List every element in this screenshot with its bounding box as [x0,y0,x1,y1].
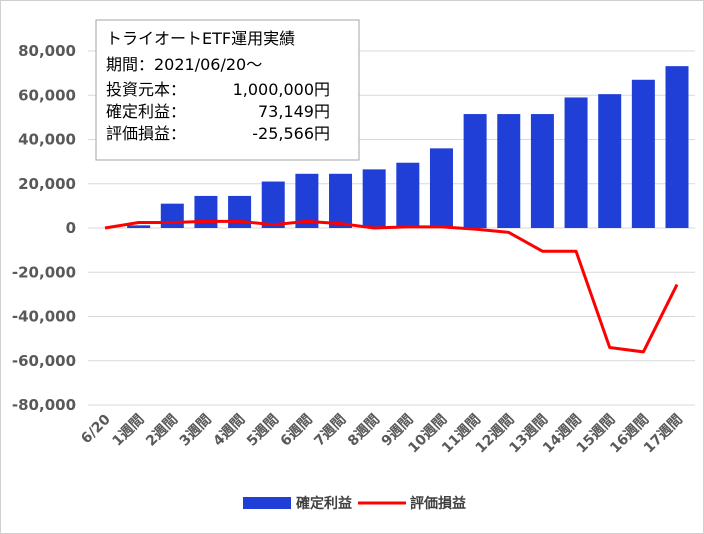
info-principal-label: 投資元本： [106,80,186,99]
info-profit-value: 73,149円 [258,102,330,121]
bar-10週間 [429,148,453,228]
info-period: 期間：2021/06/20～ [106,55,262,74]
bar-6週間 [295,173,319,228]
info-profit-label: 確定利益： [106,102,186,121]
line-unrealized-pnl [104,219,679,354]
bar-5週間 [261,181,285,228]
y-tick-label: -20,000 [12,263,76,281]
bar-8週間 [362,169,386,228]
legend: 確定利益 評価損益 [243,495,466,512]
y-axis-tick-labels: 80,000 60,000 40,000 20,000 0 -20,000 -40,000 -… [12,42,76,414]
bar-16週間 [631,79,655,228]
legend-label-unrealized-pnl: 評価損益 [410,495,466,512]
bar-3週間 [194,195,218,228]
y-tick-label: 60,000 [18,86,76,104]
y-tick-label: 0 [66,219,76,237]
x-tick-label: 2週間 [143,412,181,450]
bar-9週間 [396,162,420,228]
legend-label-confirmed-profit: 確定利益 [296,495,352,512]
y-tick-label: -40,000 [12,308,76,326]
line-series-unrealized-pnl [104,219,679,354]
x-tick-label: 6/20 [78,411,114,447]
info-box: トライオートETF運用実績 期間：2021/06/20～ 投資元本： 1,000… [95,19,360,161]
x-tick-label: 17週間 [641,412,686,457]
x-tick-label: 7週間 [311,412,349,450]
bar-7週間 [329,173,353,228]
info-unrealized-value: -25,566円 [252,124,330,143]
bar-13週間 [530,114,554,228]
y-tick-label: -80,000 [12,396,76,414]
y-tick-label: -60,000 [12,352,76,370]
x-tick-label: 4週間 [210,412,248,450]
y-tick-label: 40,000 [18,131,76,149]
y-tick-label: 80,000 [18,42,76,60]
y-tick-label: 20,000 [18,175,76,193]
bar-2週間 [160,203,184,228]
bar-12週間 [497,114,521,228]
x-tick-label: 6週間 [278,412,316,450]
legend-swatch-bar [243,497,291,509]
x-tick-label: 1週間 [109,412,147,450]
bar-17週間 [665,66,689,228]
info-principal-value: 1,000,000円 [233,80,330,99]
x-tick-label: 3週間 [177,412,215,450]
bar-1週間 [127,225,151,228]
x-tick-label: 5週間 [244,412,282,450]
x-axis-tick-labels: 6/201週間2週間3週間4週間5週間6週間7週間8週間9週間10週間11週間1… [78,411,686,456]
bar-15週間 [598,94,622,228]
x-tick-label: 8週間 [345,412,383,450]
bar-11週間 [463,114,487,228]
bar-14週間 [564,97,588,229]
info-unrealized-label: 評価損益： [106,124,186,143]
bar-series-confirmed-profit [127,66,689,229]
info-title: トライオートETF運用実績 [106,29,295,48]
